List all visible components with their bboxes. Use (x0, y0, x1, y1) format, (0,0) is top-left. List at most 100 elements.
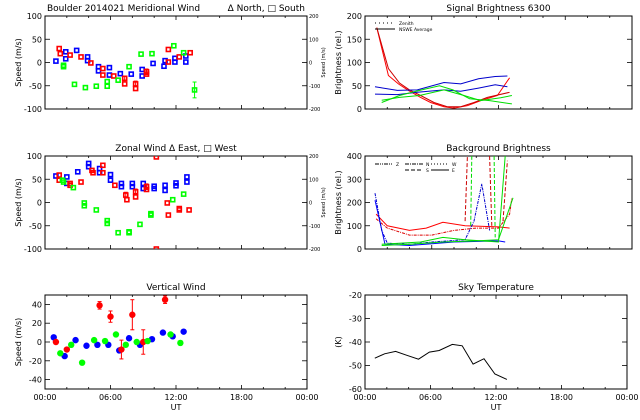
series-line-sky-temp (374, 343, 508, 380)
right-y-axis-label: Speed (m/s) (321, 187, 327, 217)
series-line-red-solid (375, 213, 510, 231)
right-y-tick-label: -200 (309, 247, 320, 253)
right-y-tick-label: 0 (309, 61, 312, 67)
panel-sky: Sky Temperature 00:00 06:00 12:00 18:00 00:00… (334, 283, 639, 412)
data-point-red (165, 59, 172, 65)
data-point-green (82, 84, 89, 91)
data-point-blue (53, 58, 59, 64)
data-point-blue (106, 72, 113, 78)
data-point-blue (139, 73, 145, 79)
data-layer (50, 295, 187, 366)
data-point-red (176, 54, 183, 60)
x-tick-label: 12:00 (164, 393, 187, 402)
data-point-red (176, 207, 183, 213)
data-point-red (153, 156, 160, 160)
data-point-blue (180, 328, 187, 335)
y-tick-label: 300 (347, 175, 362, 184)
data-point-green (115, 229, 121, 236)
y-tick-label: 100 (27, 152, 42, 161)
data-point-red (56, 45, 62, 52)
data-point-red (124, 196, 130, 203)
right-y-tick-label: -100 (309, 224, 320, 230)
y-tick-label: -30 (349, 315, 362, 324)
data-point-blue (151, 185, 157, 192)
x-tick-label: 00:00 (353, 393, 376, 402)
panel-title: Boulder 2014021 Meridional Wind (47, 4, 200, 14)
y-tick-label: -40 (29, 376, 42, 385)
x-tick-label: 18:00 (230, 393, 253, 402)
x-axis-label: UT (491, 403, 502, 412)
data-point-blue (162, 187, 168, 194)
right-y-axis-label: Speed (m/s) (321, 47, 327, 77)
data-point-red (67, 52, 73, 58)
panel-title: Zonal Wind Δ East, □ West (115, 144, 237, 154)
data-point-red (121, 81, 128, 87)
legend-label: E (452, 168, 455, 174)
data-point-red (121, 75, 128, 82)
data-point-blue (106, 64, 113, 71)
y-axis-label: Brightness (rel.) (334, 170, 343, 234)
right-y-tick-label: -100 (309, 84, 320, 90)
data-point-green (138, 51, 144, 57)
data-point-red (52, 338, 60, 346)
x-tick-label: 00:00 (33, 393, 56, 402)
data-point-green (57, 350, 64, 357)
data-point-green (78, 359, 86, 366)
data-point-blue (85, 163, 92, 170)
y-axis-label: Speed (m/s) (14, 318, 23, 367)
data-point-green (68, 341, 75, 349)
data-point-green (180, 191, 187, 197)
data-point-red (90, 169, 96, 176)
data-point-green (70, 184, 77, 191)
series-line-blue-dashdot (374, 183, 491, 245)
panel-background: Background Brightness 0 100 200 300 400 Bright… (334, 144, 633, 254)
y-axis-label: Speed (m/s) (14, 38, 23, 87)
right-y-tick-label: 0 (309, 201, 312, 207)
right-y-tick-label: -200 (309, 107, 320, 113)
y-tick-label: 100 (27, 12, 42, 21)
data-point-red (78, 179, 84, 185)
y-tick-label: -60 (349, 385, 362, 394)
y-tick-label: 50 (32, 35, 42, 44)
data-point-green (126, 228, 132, 235)
data-point-blue (107, 171, 114, 178)
panel-title: Signal Brightness 6300 (446, 4, 550, 14)
y-axis-label: Speed (m/s) (14, 178, 23, 227)
series-line-green-1 (381, 85, 512, 105)
right-y-tick-label: 200 (309, 14, 319, 20)
data-layer (53, 156, 192, 249)
x-tick-label: 18:00 (550, 393, 573, 402)
data-point-green (104, 83, 111, 90)
y-tick-label: 200 (347, 199, 362, 208)
series-line-red-2 (376, 27, 510, 108)
y-tick-label: -20 (349, 291, 362, 300)
data-point-red (165, 46, 172, 53)
data-point-green (126, 63, 132, 70)
data-point-red (88, 60, 94, 66)
data-layer (374, 343, 508, 380)
data-point-red (112, 182, 118, 189)
y-tick-label: -50 (29, 222, 42, 231)
y-tick-label: 50 (32, 175, 42, 184)
data-point-blue (129, 183, 136, 190)
data-point-green (81, 202, 88, 209)
series-line-red-dashed-1 (464, 156, 468, 222)
series-line-green-solid-2 (381, 197, 514, 246)
y-tick-label: 100 (347, 59, 362, 68)
data-point-green (71, 81, 78, 88)
data-point-green (115, 77, 121, 83)
data-point-blue (74, 169, 81, 175)
data-point-green (122, 341, 129, 349)
data-point-red (100, 169, 106, 176)
series-line-green-dashed-2 (493, 156, 496, 238)
data-point-green (137, 221, 143, 228)
data-point-red (132, 85, 139, 92)
data-point-blue (183, 59, 189, 65)
series-line-blue-2 (374, 84, 508, 96)
panel-signal: Signal Brightness 6300 0 50 100 150 200 Bright… (334, 4, 633, 114)
data-point-red (164, 200, 171, 206)
data-layer (374, 156, 514, 247)
data-point-blue (173, 182, 179, 189)
data-point-blue (83, 342, 90, 349)
